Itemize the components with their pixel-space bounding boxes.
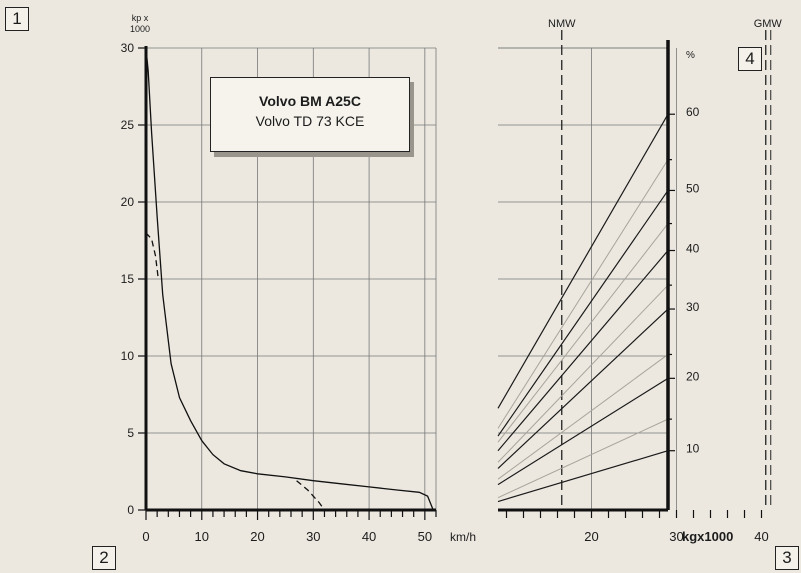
model-name: Volvo BM A25C (259, 93, 361, 109)
grade-weight-chart: NMW GMW 10 20 30 40 50 60% 20 30 40 kgx1000 (497, 18, 783, 544)
tractive-force-dashed-curve-2 (296, 480, 326, 511)
y-tick-label: 15 (121, 272, 135, 286)
grade-line-35 (497, 284, 669, 463)
marker-label-nmw: NMW (548, 18, 576, 30)
x-tick-label: 0 (142, 529, 149, 544)
x-tick-label: 40 (362, 529, 376, 544)
x-tick-label: 30 (669, 529, 683, 544)
x-axis-unit: kgx1000 (682, 529, 733, 544)
y-axis-label-line2: 1000 (130, 24, 150, 34)
right-tick-label: 20 (686, 369, 700, 383)
grade-line-15 (497, 418, 669, 499)
right-tick-label: 40 (686, 242, 700, 256)
model-label-box: Volvo BM A25C Volvo TD 73 KCE (210, 77, 410, 152)
x-tick-label: 30 (306, 529, 320, 544)
grade-line-50 (497, 190, 669, 437)
x-tick-label: 40 (754, 529, 768, 544)
grade-line-45 (497, 223, 669, 443)
grade-line-10 (497, 450, 669, 503)
x-tick-label: 10 (195, 529, 209, 544)
right-tick-label: 50 (686, 181, 700, 195)
grade-line-25 (497, 354, 669, 480)
y-tick-label: 5 (127, 426, 134, 440)
x-tick-label: 20 (584, 529, 598, 544)
tractive-force-dashed-curve-1 (145, 232, 159, 280)
corner-label-3: 3 (775, 546, 799, 570)
y-tick-label: 25 (121, 118, 135, 132)
grade-line-30 (497, 308, 669, 469)
right-tick-label: 10 (686, 442, 700, 456)
x-tick-label: 20 (250, 529, 264, 544)
right-tick-label: 30 (686, 300, 700, 314)
grade-line-40 (497, 250, 669, 452)
grade-line-60 (497, 113, 669, 409)
tractive-force-chart: 0 5 10 15 20 25 30 0 10 20 30 40 50 km/h kp x1000 (121, 13, 476, 544)
grade-line-55 (497, 159, 669, 429)
corner-label-4: 4 (738, 47, 762, 71)
y-tick-label: 20 (121, 195, 135, 209)
y-tick-label: 0 (127, 503, 134, 517)
y-axis-label-line1: kp x (132, 13, 149, 23)
corner-label-2: 2 (92, 546, 116, 570)
engine-name: Volvo TD 73 KCE (255, 113, 365, 129)
marker-label-gmw: GMW (754, 18, 783, 30)
corner-label-1: 1 (5, 7, 29, 31)
right-axis-unit: % (686, 50, 695, 61)
tractive-force-curve (145, 47, 434, 511)
x-axis-unit: km/h (450, 530, 476, 544)
grade-line-20 (497, 377, 669, 486)
right-tick-label: 60 (686, 105, 700, 119)
x-tick-label: 50 (418, 529, 432, 544)
y-tick-label: 30 (121, 41, 135, 55)
y-tick-label: 10 (121, 349, 135, 363)
